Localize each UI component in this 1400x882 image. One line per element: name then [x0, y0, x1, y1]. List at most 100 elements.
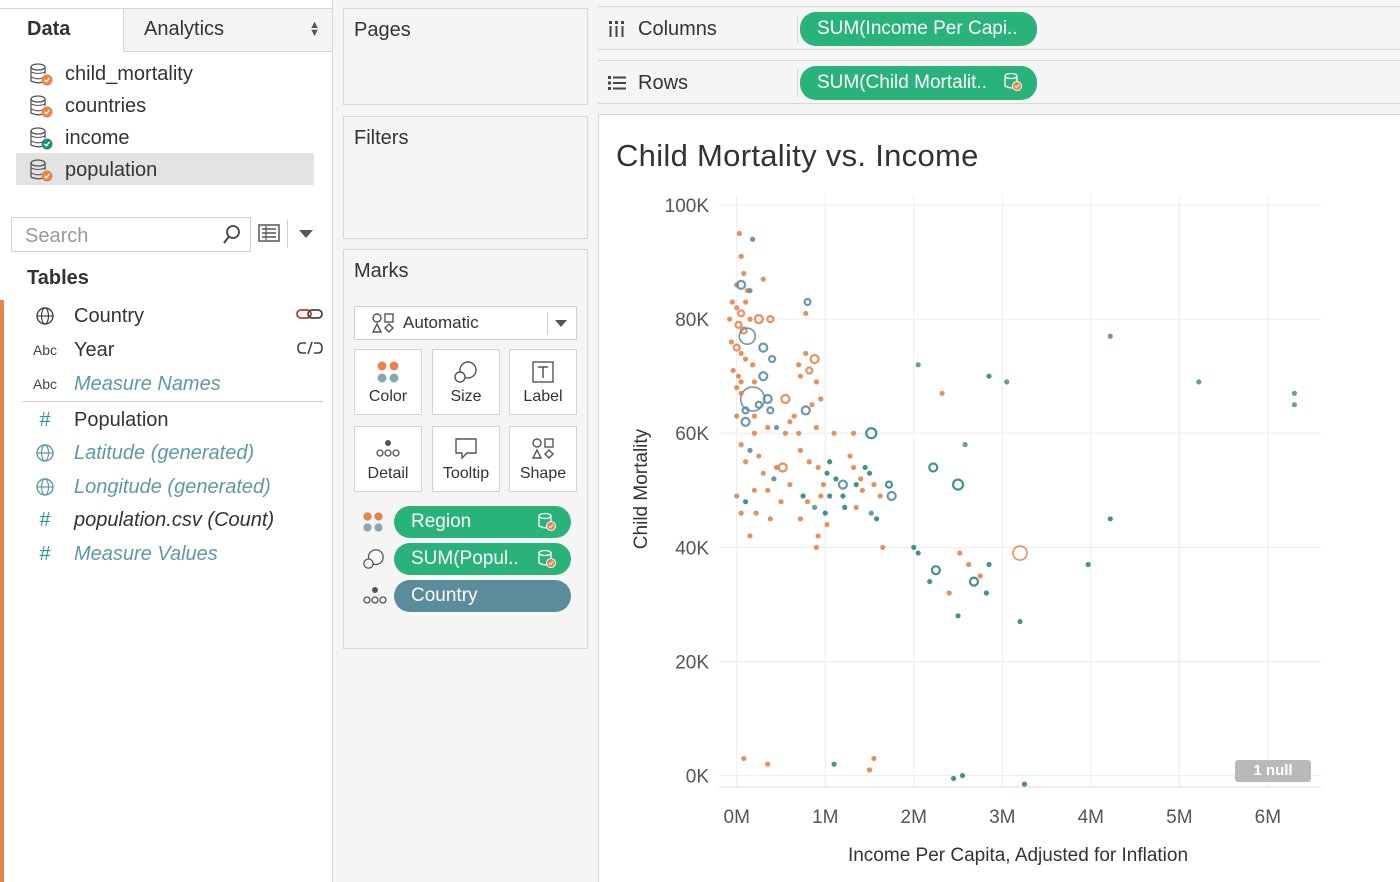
data-point[interactable]	[853, 481, 859, 488]
data-point[interactable]	[782, 430, 788, 436]
data-point[interactable]	[873, 516, 880, 522]
up-down-caret-icon[interactable]: ▲ ▼	[309, 19, 320, 39]
data-point[interactable]	[966, 561, 972, 568]
data-point[interactable]	[766, 406, 775, 415]
data-point[interactable]	[771, 476, 777, 482]
field-longitude-generated[interactable]: Longitude (generated)	[28, 471, 328, 503]
data-point[interactable]	[809, 353, 820, 365]
data-point[interactable]	[751, 430, 758, 436]
data-point[interactable]	[813, 424, 819, 431]
data-point[interactable]	[760, 470, 766, 476]
search-input[interactable]: Search	[11, 217, 251, 252]
tab-data[interactable]: Data	[0, 8, 123, 52]
data-point[interactable]	[803, 310, 809, 317]
data-point[interactable]	[797, 516, 804, 522]
mark-type-dropdown[interactable]: Automatic	[354, 306, 577, 340]
data-point[interactable]	[741, 406, 750, 415]
data-point[interactable]	[742, 356, 749, 362]
data-point[interactable]	[760, 276, 766, 282]
data-point[interactable]	[928, 462, 939, 473]
data-point[interactable]	[732, 343, 741, 352]
data-point[interactable]	[820, 481, 827, 488]
data-point[interactable]	[818, 493, 824, 499]
data-point[interactable]	[951, 478, 965, 491]
field-country[interactable]: Country	[28, 300, 328, 332]
data-point[interactable]	[911, 544, 917, 550]
data-point[interactable]	[751, 413, 758, 419]
data-point[interactable]	[727, 316, 733, 322]
data-point[interactable]	[930, 565, 941, 576]
marks-pill-region[interactable]: Region	[354, 506, 579, 538]
data-point[interactable]	[765, 487, 771, 493]
data-point[interactable]	[803, 350, 809, 356]
size-button[interactable]: Size	[432, 349, 500, 415]
data-point[interactable]	[797, 447, 804, 453]
data-point[interactable]	[1017, 618, 1023, 625]
data-point[interactable]	[777, 462, 788, 473]
data-point[interactable]	[805, 366, 814, 375]
data-point[interactable]	[734, 305, 740, 311]
data-point[interactable]	[767, 516, 773, 522]
data-point[interactable]	[734, 320, 743, 329]
data-point[interactable]	[747, 447, 753, 453]
rows-shelf[interactable]: Rows SUM(Child Mortalit..	[598, 60, 1400, 104]
data-point[interactable]	[850, 430, 857, 436]
data-point[interactable]	[796, 362, 802, 368]
data-point[interactable]	[818, 396, 824, 402]
data-point[interactable]	[871, 755, 877, 762]
color-button[interactable]: Color	[354, 349, 422, 415]
data-point[interactable]	[751, 379, 758, 385]
columns-shelf[interactable]: Columns SUM(Income Per Capi..	[598, 6, 1400, 50]
data-point[interactable]	[847, 453, 853, 459]
data-point[interactable]	[866, 470, 873, 476]
data-point[interactable]	[765, 761, 771, 767]
data-point[interactable]	[736, 279, 747, 290]
data-point[interactable]	[927, 578, 933, 585]
data-point[interactable]	[1012, 545, 1028, 561]
data-point[interactable]	[877, 493, 883, 499]
data-point[interactable]	[773, 424, 780, 431]
data-point[interactable]	[915, 362, 921, 368]
data-point[interactable]	[871, 481, 877, 488]
scatter-plot[interactable]: 0M 1M 2M 3M 4M 5M 6M 0K 20K 40K 60K 80K 100K Child M…	[599, 115, 1400, 882]
data-point[interactable]	[747, 316, 753, 322]
data-point[interactable]	[768, 354, 777, 364]
data-point[interactable]	[738, 350, 744, 356]
data-point[interactable]	[753, 314, 764, 325]
data-point[interactable]	[738, 510, 744, 516]
data-point[interactable]	[736, 230, 742, 237]
data-point[interactable]	[750, 362, 756, 368]
data-point[interactable]	[886, 490, 897, 502]
data-point[interactable]	[741, 270, 747, 277]
data-point[interactable]	[1021, 781, 1028, 787]
data-point[interactable]	[986, 561, 992, 568]
data-point[interactable]	[765, 424, 771, 431]
broken-link-icon[interactable]	[296, 340, 324, 360]
data-point[interactable]	[1196, 379, 1202, 385]
data-source-child-mortality[interactable]: child_mortality	[16, 57, 314, 89]
data-point[interactable]	[812, 504, 818, 511]
data-point[interactable]	[787, 481, 793, 488]
data-point[interactable]	[831, 430, 837, 436]
data-point[interactable]	[977, 573, 983, 579]
data-point[interactable]	[758, 371, 769, 382]
data-point[interactable]	[1107, 516, 1113, 522]
data-point[interactable]	[796, 430, 802, 436]
data-point[interactable]	[806, 459, 812, 465]
data-point[interactable]	[962, 442, 968, 448]
pages-shelf[interactable]: Pages	[343, 8, 588, 105]
data-point[interactable]	[866, 767, 873, 773]
data-point[interactable]	[797, 373, 804, 379]
data-point[interactable]	[742, 459, 749, 465]
data-point[interactable]	[951, 775, 957, 782]
field-measure-names[interactable]: Abc Measure Names	[28, 368, 328, 400]
data-point[interactable]	[741, 755, 747, 762]
data-point[interactable]	[1004, 379, 1010, 385]
shape-button[interactable]: Shape	[509, 426, 577, 492]
marks-pill-population[interactable]: SUM(Popul..	[354, 543, 579, 575]
data-source-countries[interactable]: countries	[16, 89, 314, 121]
data-point[interactable]	[762, 393, 773, 405]
data-point[interactable]	[747, 287, 753, 294]
data-point[interactable]	[738, 442, 744, 448]
tab-analytics[interactable]: Analytics ▲ ▼	[123, 8, 332, 52]
